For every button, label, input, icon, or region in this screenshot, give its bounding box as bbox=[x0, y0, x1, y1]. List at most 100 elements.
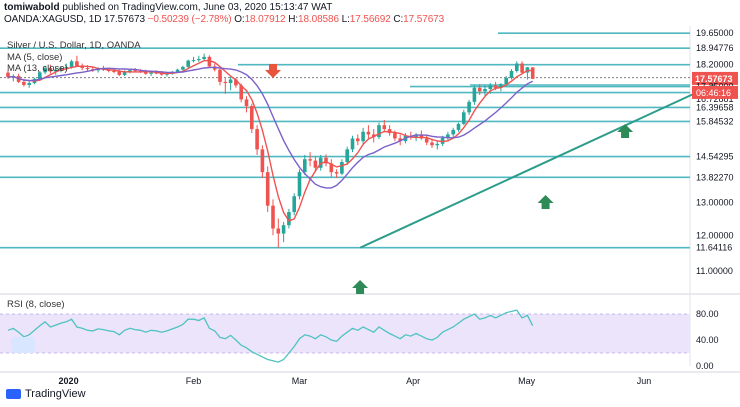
open-label: O: bbox=[234, 14, 245, 25]
cloud-icon[interactable] bbox=[11, 337, 35, 353]
high-label: H: bbox=[288, 14, 298, 25]
candle-body bbox=[334, 172, 339, 174]
candle-body bbox=[223, 81, 228, 84]
candle-body bbox=[234, 79, 238, 86]
candle-body bbox=[38, 72, 42, 79]
candle-body bbox=[133, 70, 137, 72]
candle-body bbox=[265, 172, 270, 206]
symbol: OANDA:XAGUSD, 1D bbox=[4, 14, 102, 25]
candle-body bbox=[419, 134, 424, 139]
candle-body bbox=[128, 70, 132, 72]
candle-body bbox=[371, 134, 376, 138]
ma13-legend[interactable]: MA (13, close) bbox=[7, 63, 68, 74]
time-axis-label: Apr bbox=[406, 376, 420, 386]
candle-body bbox=[276, 228, 281, 234]
candle-body bbox=[59, 68, 63, 70]
candle-body bbox=[22, 81, 26, 85]
candle-body bbox=[440, 137, 445, 144]
price-axis-label: 13.82270 bbox=[696, 172, 734, 182]
ma5-legend[interactable]: MA (5, close) bbox=[7, 52, 63, 63]
candle-body bbox=[181, 66, 185, 70]
up-arrow-marker bbox=[352, 280, 369, 294]
candle-body bbox=[80, 66, 84, 69]
time-axis-label: May bbox=[518, 376, 536, 386]
candle-body bbox=[202, 56, 206, 60]
candle-body bbox=[69, 61, 74, 67]
candle-body bbox=[43, 68, 47, 73]
candle-body bbox=[329, 163, 334, 173]
candle-body bbox=[228, 79, 233, 84]
candle-body bbox=[292, 196, 296, 213]
candle-body bbox=[122, 71, 127, 75]
price-axis-label: 16.72881 bbox=[696, 94, 734, 104]
candle-body bbox=[175, 69, 180, 72]
candle-body bbox=[6, 72, 10, 78]
candle-body bbox=[345, 149, 349, 163]
candle-body bbox=[297, 172, 302, 197]
time-axis-label: 2020 bbox=[59, 376, 79, 386]
price-axis-label: 11.64116 bbox=[696, 243, 732, 253]
candle-body bbox=[520, 63, 524, 73]
last-price-tag bbox=[692, 71, 738, 85]
time-axis-label: Feb bbox=[186, 376, 202, 386]
price-change: −0.50239 (−2.78%) bbox=[147, 14, 232, 25]
ohlc-header: OANDA:XAGUSD, 1D 17.57673 −0.50239 (−2.7… bbox=[4, 14, 444, 25]
candle-body bbox=[27, 83, 31, 85]
tradingview-icon bbox=[6, 389, 21, 399]
price-axis-label: 14.54295 bbox=[696, 152, 734, 162]
chart-legend-title: Silver / U.S. Dollar, 1D, OANDA bbox=[7, 40, 141, 51]
tradingview-logo[interactable]: TradingView bbox=[6, 388, 86, 400]
rsi-axis-label: 80.00 bbox=[696, 309, 719, 319]
time-axis-label: Jun bbox=[637, 376, 652, 386]
candle-body bbox=[191, 60, 196, 62]
rsi-axis-label: 0.00 bbox=[696, 361, 714, 371]
last-price-label: 17.57673 bbox=[695, 74, 733, 84]
price-axis-label: 11.00000 bbox=[696, 266, 733, 276]
candle-body bbox=[112, 70, 116, 72]
price-axis-label: 15.84532 bbox=[696, 116, 734, 126]
candle-body bbox=[218, 69, 222, 82]
candle-body bbox=[207, 56, 212, 67]
candle-body bbox=[308, 159, 312, 161]
candle-body bbox=[430, 142, 434, 146]
candle-body bbox=[186, 60, 190, 67]
rsi-line bbox=[7, 309, 534, 363]
price-axis-label: 13.00000 bbox=[696, 197, 734, 207]
ma13-line bbox=[7, 66, 533, 189]
candle-body bbox=[85, 68, 90, 70]
last-price: 17.57673 bbox=[104, 14, 145, 25]
candle-body bbox=[197, 59, 201, 61]
author-name[interactable]: tomiwabold bbox=[4, 2, 60, 13]
candle-body bbox=[117, 71, 122, 75]
candle-body bbox=[504, 77, 508, 85]
candle-body bbox=[260, 149, 265, 173]
candle-body bbox=[488, 85, 493, 89]
candle-body bbox=[451, 129, 455, 135]
candle-body bbox=[483, 88, 487, 92]
price-axis-label: 16.39658 bbox=[696, 102, 734, 112]
rsi-axis-label: 40.00 bbox=[696, 335, 719, 345]
candle-body bbox=[393, 133, 397, 139]
candle-body bbox=[477, 87, 482, 92]
ma5-line bbox=[7, 59, 533, 222]
candle-body bbox=[493, 85, 498, 88]
candle-body bbox=[144, 71, 148, 74]
price-axis-label: 18.20000 bbox=[696, 60, 734, 70]
candle-body bbox=[239, 85, 243, 100]
candle-body bbox=[244, 99, 249, 107]
candle-body bbox=[350, 138, 355, 150]
candle-body bbox=[356, 138, 360, 142]
close-label: C: bbox=[393, 14, 404, 25]
candle-body bbox=[509, 70, 514, 78]
rsi-legend[interactable]: RSI (8, close) bbox=[7, 299, 65, 310]
candle-body bbox=[424, 138, 429, 143]
candle-body bbox=[75, 61, 79, 67]
publish-info: published on TradingView.com, June 03, 2… bbox=[62, 2, 333, 13]
candle-body bbox=[530, 67, 535, 79]
candle-body bbox=[324, 157, 328, 164]
candle-body bbox=[515, 63, 519, 71]
candle-body bbox=[398, 138, 402, 142]
countdown-tag bbox=[692, 85, 738, 99]
candle-body bbox=[377, 125, 381, 138]
candle-body bbox=[159, 73, 164, 75]
